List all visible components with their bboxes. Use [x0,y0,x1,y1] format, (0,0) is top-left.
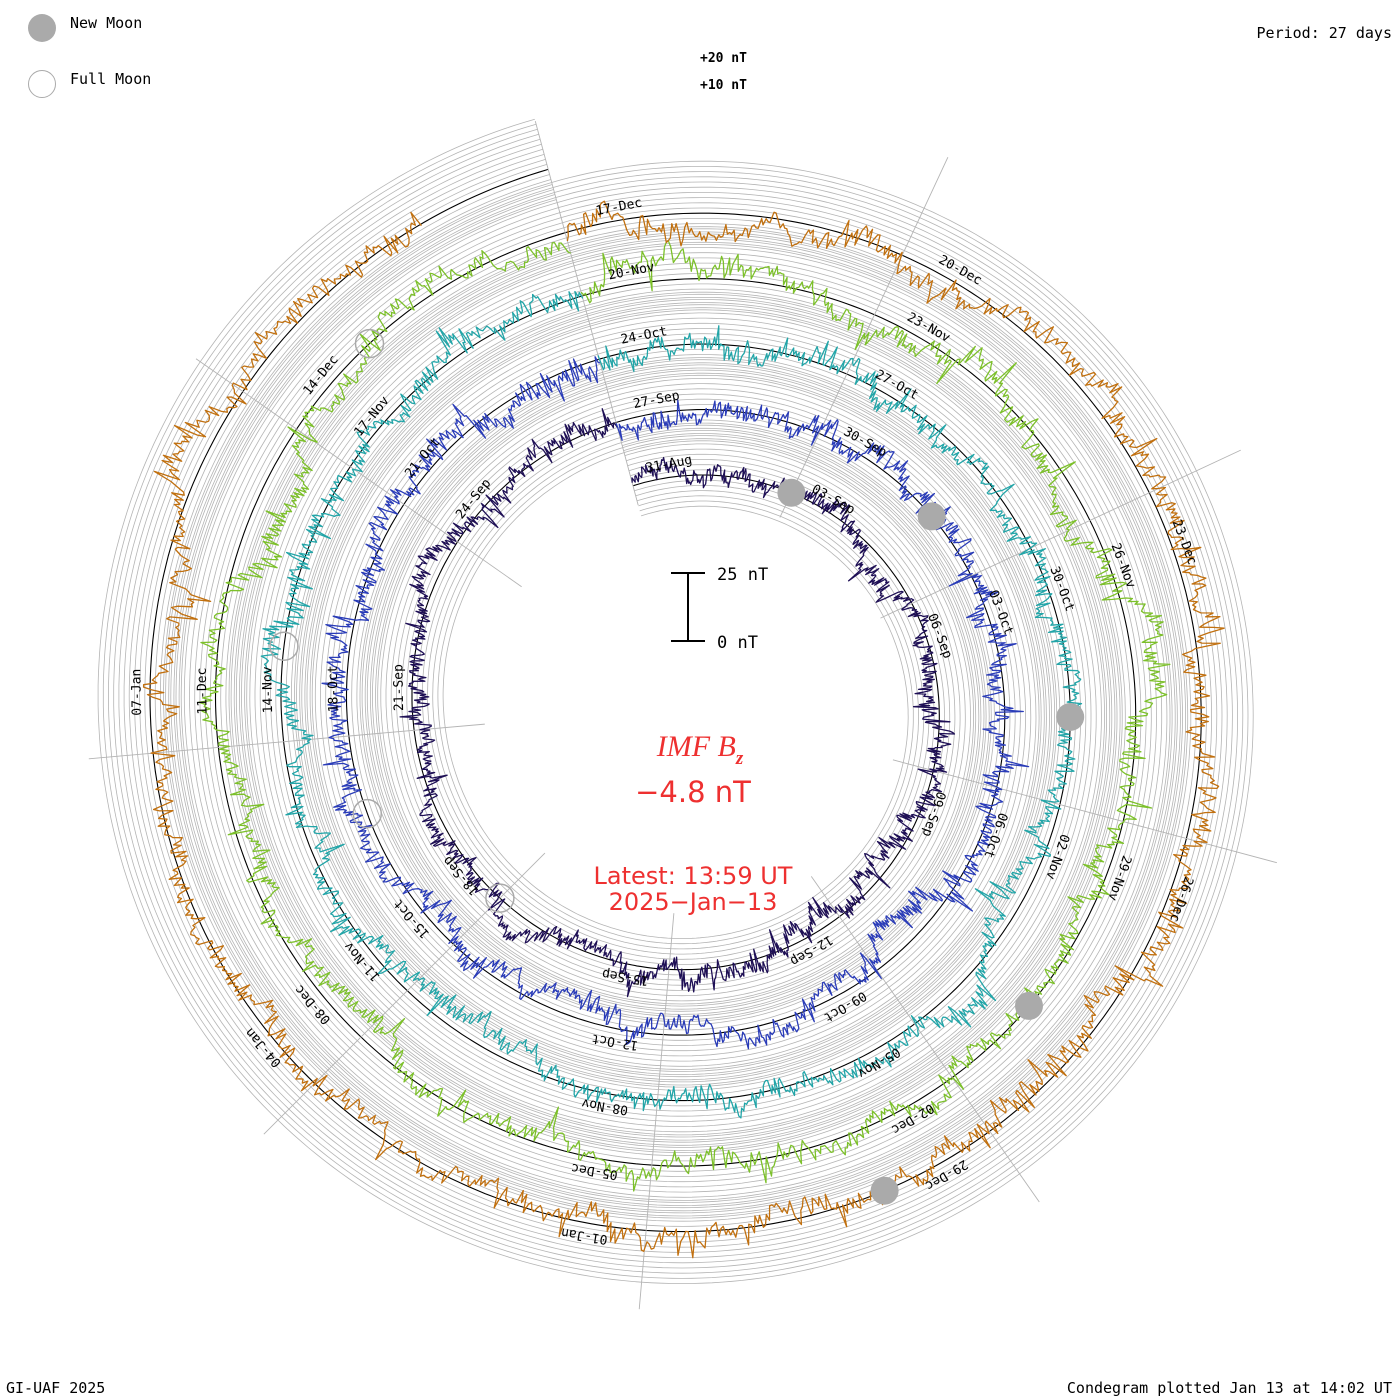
trace-rev-3 [260,290,1083,1119]
full-moon-marker [354,328,385,359]
date-label: 27-Sep [632,388,681,412]
date-label: 29-Dec [922,1156,970,1193]
grid-spiral [97,118,1254,1285]
grid-layer [88,118,1277,1310]
radial-spoke [638,913,675,1310]
date-label: 03-Oct [985,588,1016,637]
radial-spoke [263,852,546,1135]
full-moon-marker [485,883,515,913]
full-moon-icon [28,70,56,98]
trace-rev-1 [399,408,956,998]
radial-spoke [892,759,1277,864]
date-label: 21-Sep [391,664,407,711]
chart-title-main: IMF B [656,730,736,763]
grid-spiral [154,174,1197,1227]
footer-plot-time: Condegram plotted Jan 13 at 14:02 UT [1066,1379,1392,1397]
grid-spiral [180,199,1171,1201]
scale-bar-bottom-label: 0 nT [717,633,758,653]
date-label: 07-Jan [129,669,145,716]
date-label: 11-Dec [195,667,211,714]
ring-label-20: +20 nT [700,51,747,66]
date-label: 27-Oct [872,367,920,403]
full-moon-legend-label: Full Moon [70,70,152,88]
grid-spiral [128,148,1223,1253]
trace-rev-4 [198,240,1171,1192]
period-label: Period: 27 days [1256,24,1392,42]
date-label: 06-Oct [981,811,1010,860]
date-label: 09-Sep [919,789,949,838]
date-label: 08-Nov [580,1095,629,1117]
date-label: 12-Oct [591,1030,640,1052]
latest-time: Latest: 13:59 UT [594,862,793,890]
radial-spoke [195,358,522,588]
date-label: 02-Nov [1042,832,1072,881]
new-moon-icon [28,14,56,42]
date-label: 01-Jan [560,1225,609,1247]
date-label: 23-Nov [904,310,952,346]
trace-rev-2 [321,356,1030,1050]
date-label: 15-Sep [601,966,650,988]
date-label: 23-Dec [1169,518,1200,567]
grid-spiral [165,184,1186,1217]
radial-spoke [810,876,1040,1203]
scale-bar-top-label: 25 nT [717,565,768,585]
date-label: 18-Oct [326,665,342,712]
date-label: 30-Oct [1046,565,1077,614]
grid-spiral [108,128,1244,1274]
chart-title: IMF Bz [656,730,744,769]
grid-spiral [175,194,1176,1207]
full-moon-marker [269,631,299,661]
grid-spiral [159,179,1192,1222]
radial-spoke [534,121,639,506]
grid-spiral [113,133,1239,1269]
grid-spiral [102,123,1249,1279]
date-label: 06-Sep [924,612,955,661]
new-moon-marker [1015,991,1043,1020]
grid-spiral [170,189,1181,1212]
full-moon-marker [352,798,383,829]
chart-title-sub: z [735,748,744,769]
latest-date: 2025−Jan−13 [609,888,778,916]
grid-spiral [139,159,1212,1243]
date-label: 14-Nov [260,666,276,713]
date-label: 20-Dec [936,253,984,289]
date-label: 05-Dec [570,1160,619,1182]
radial-spoke [880,449,1241,619]
footer-credit: GI-UAF 2025 [6,1379,106,1397]
grid-spiral [123,143,1228,1259]
new-moon-marker [870,1176,899,1205]
new-moon-legend-label: New Moon [70,14,143,32]
date-label: 29-Nov [1104,853,1134,902]
grid-spiral [118,138,1233,1264]
ring-label-10: +10 nT [700,78,747,93]
new-moon-marker [1056,703,1085,731]
scale-bar: 25 nT 0 nT [671,565,768,653]
new-moon-marker [917,502,946,531]
current-value: −4.8 nT [635,775,751,809]
moon-layer [269,328,1085,1205]
new-moon-marker [777,478,806,507]
